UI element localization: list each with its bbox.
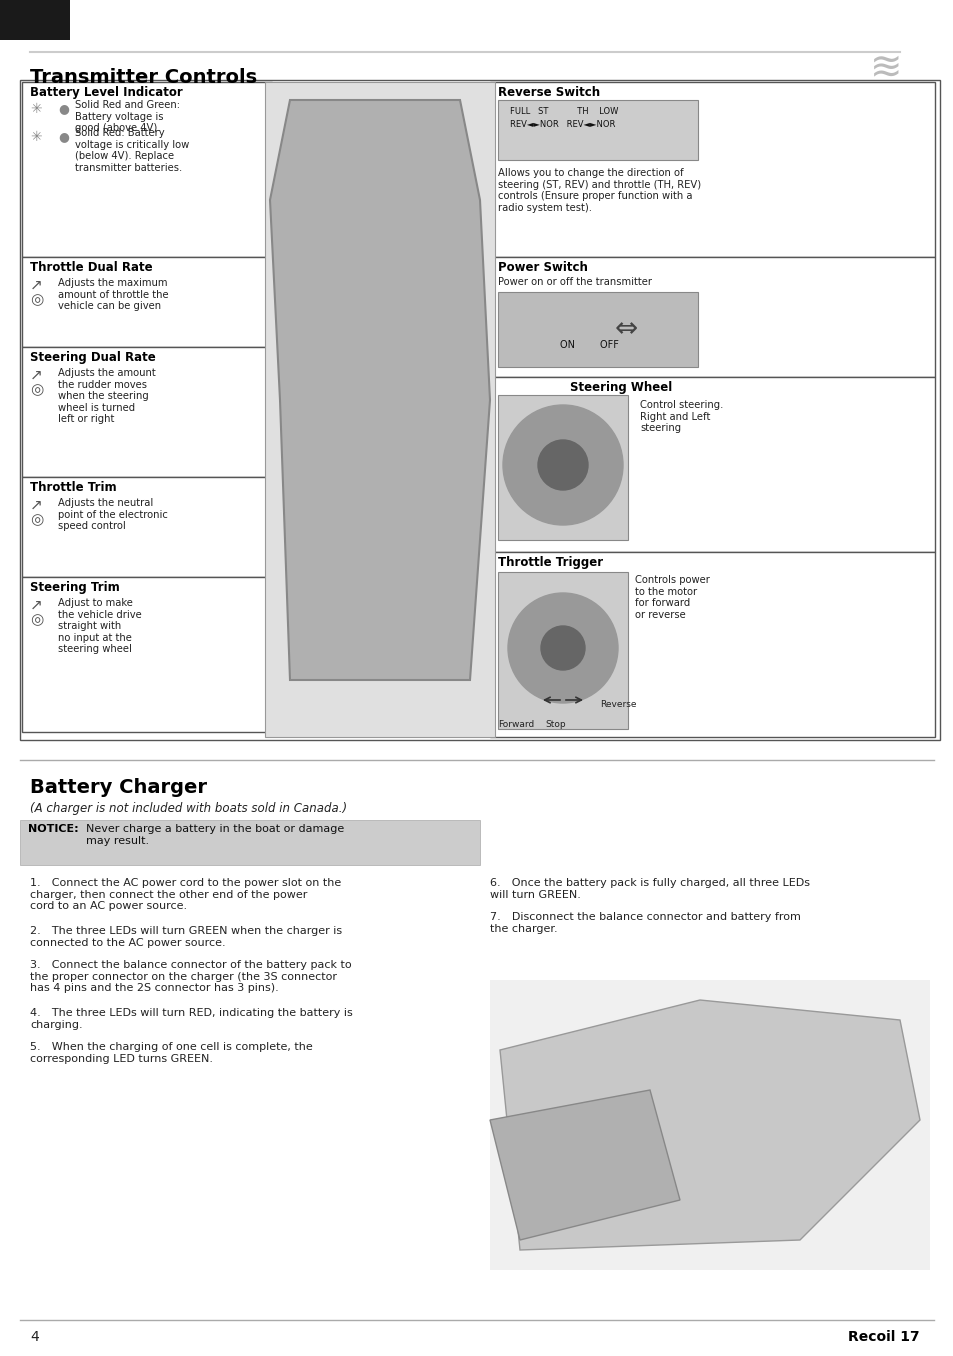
Circle shape bbox=[540, 626, 584, 670]
Text: 3. Connect the balance connector of the battery pack to
the proper connector on : 3. Connect the balance connector of the … bbox=[30, 960, 352, 993]
Text: (A charger is not included with boats sold in Canada.): (A charger is not included with boats so… bbox=[30, 801, 347, 815]
Text: FULL   ST           TH    LOW: FULL ST TH LOW bbox=[510, 107, 618, 117]
Text: ≋: ≋ bbox=[869, 47, 902, 85]
Circle shape bbox=[502, 405, 622, 525]
Text: 7. Disconnect the balance connector and battery from
the charger.: 7. Disconnect the balance connector and … bbox=[490, 913, 800, 933]
Text: ◎: ◎ bbox=[30, 513, 43, 527]
FancyBboxPatch shape bbox=[490, 81, 934, 258]
Text: REV◄►NOR   REV◄►NOR: REV◄►NOR REV◄►NOR bbox=[510, 119, 615, 129]
Text: ↗: ↗ bbox=[30, 367, 43, 382]
Text: ↗: ↗ bbox=[30, 598, 43, 613]
FancyBboxPatch shape bbox=[490, 980, 929, 1271]
Text: Solid Red and Green:
Battery voltage is
good (above 4V).: Solid Red and Green: Battery voltage is … bbox=[75, 100, 180, 133]
FancyBboxPatch shape bbox=[497, 572, 627, 730]
Text: Adjusts the amount
the rudder moves
when the steering
wheel is turned
left or ri: Adjusts the amount the rudder moves when… bbox=[58, 367, 155, 424]
FancyBboxPatch shape bbox=[490, 552, 934, 738]
Text: ⇔: ⇔ bbox=[615, 315, 638, 343]
FancyBboxPatch shape bbox=[20, 820, 479, 865]
Text: Steering Wheel: Steering Wheel bbox=[569, 381, 672, 395]
Text: Controls power
to the motor
for forward
or reverse: Controls power to the motor for forward … bbox=[635, 575, 709, 620]
Text: ◎: ◎ bbox=[30, 612, 43, 626]
FancyBboxPatch shape bbox=[22, 578, 272, 732]
Text: ◎: ◎ bbox=[30, 292, 43, 306]
Text: Never charge a battery in the boat or damage
may result.: Never charge a battery in the boat or da… bbox=[86, 824, 344, 846]
Text: Adjusts the neutral
point of the electronic
speed control: Adjusts the neutral point of the electro… bbox=[58, 498, 168, 532]
Polygon shape bbox=[499, 999, 919, 1250]
Circle shape bbox=[507, 593, 618, 702]
FancyBboxPatch shape bbox=[22, 477, 272, 578]
Text: Recoil 17: Recoil 17 bbox=[847, 1330, 919, 1344]
Text: ◎: ◎ bbox=[30, 382, 43, 397]
Text: Adjust to make
the vehicle drive
straight with
no input at the
steering wheel: Adjust to make the vehicle drive straigh… bbox=[58, 598, 142, 655]
Text: Reverse Switch: Reverse Switch bbox=[497, 85, 599, 99]
Text: Steering Trim: Steering Trim bbox=[30, 580, 120, 594]
Text: Transmitter Controls: Transmitter Controls bbox=[30, 68, 257, 87]
Text: Power on or off the transmitter: Power on or off the transmitter bbox=[497, 277, 651, 287]
Text: Power Switch: Power Switch bbox=[497, 260, 587, 274]
Text: ●: ● bbox=[58, 130, 69, 142]
Text: Throttle Dual Rate: Throttle Dual Rate bbox=[30, 260, 152, 274]
FancyBboxPatch shape bbox=[497, 395, 627, 540]
Polygon shape bbox=[490, 1090, 679, 1239]
Text: ON        OFF: ON OFF bbox=[559, 340, 618, 350]
Text: Adjusts the maximum
amount of throttle the
vehicle can be given: Adjusts the maximum amount of throttle t… bbox=[58, 278, 169, 311]
FancyBboxPatch shape bbox=[497, 100, 698, 160]
FancyBboxPatch shape bbox=[490, 258, 934, 377]
Text: Forward: Forward bbox=[497, 720, 534, 730]
FancyBboxPatch shape bbox=[265, 81, 495, 738]
Text: EN: EN bbox=[13, 24, 40, 42]
Text: 1. Connect the AC power cord to the power slot on the
charger, then connect the : 1. Connect the AC power cord to the powe… bbox=[30, 877, 341, 911]
Text: Throttle Trim: Throttle Trim bbox=[30, 481, 116, 494]
Text: Solid Red: Battery
voltage is critically low
(below 4V). Replace
transmitter bat: Solid Red: Battery voltage is critically… bbox=[75, 127, 189, 172]
Text: ↗: ↗ bbox=[30, 498, 43, 513]
FancyBboxPatch shape bbox=[497, 292, 698, 367]
Text: 5. When the charging of one cell is complete, the
corresponding LED turns GREEN.: 5. When the charging of one cell is comp… bbox=[30, 1041, 313, 1063]
Text: 2. The three LEDs will turn GREEN when the charger is
connected to the AC power : 2. The three LEDs will turn GREEN when t… bbox=[30, 926, 342, 948]
Text: Reverse: Reverse bbox=[599, 700, 636, 709]
Text: ↗: ↗ bbox=[30, 278, 43, 293]
Text: 4. The three LEDs will turn RED, indicating the battery is
charging.: 4. The three LEDs will turn RED, indicat… bbox=[30, 1008, 353, 1029]
Text: Battery Charger: Battery Charger bbox=[30, 778, 207, 797]
FancyBboxPatch shape bbox=[22, 258, 272, 347]
Text: ●: ● bbox=[58, 102, 69, 115]
Polygon shape bbox=[270, 100, 490, 679]
Text: Throttle Trigger: Throttle Trigger bbox=[497, 556, 602, 570]
Text: NOTICE:: NOTICE: bbox=[28, 824, 78, 834]
FancyBboxPatch shape bbox=[490, 377, 934, 552]
Circle shape bbox=[537, 439, 587, 490]
Text: Control steering.
Right and Left
steering: Control steering. Right and Left steerin… bbox=[639, 400, 722, 433]
Text: 4: 4 bbox=[30, 1330, 39, 1344]
Text: Allows you to change the direction of
steering (ST, REV) and throttle (TH, REV)
: Allows you to change the direction of st… bbox=[497, 168, 700, 213]
Text: ✳: ✳ bbox=[30, 130, 42, 144]
Bar bbox=[0, 0, 70, 39]
FancyBboxPatch shape bbox=[22, 81, 272, 258]
Text: Steering Dual Rate: Steering Dual Rate bbox=[30, 351, 155, 363]
Text: Stop: Stop bbox=[544, 720, 565, 730]
Text: 6. Once the battery pack is fully charged, all three LEDs
will turn GREEN.: 6. Once the battery pack is fully charge… bbox=[490, 877, 809, 899]
Text: ✳: ✳ bbox=[30, 102, 42, 117]
FancyBboxPatch shape bbox=[22, 347, 272, 477]
Text: Battery Level Indicator: Battery Level Indicator bbox=[30, 85, 183, 99]
